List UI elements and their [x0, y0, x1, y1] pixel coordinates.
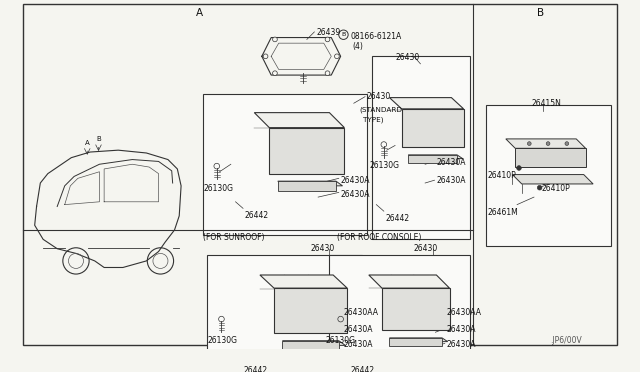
Bar: [330, 255, 470, 372]
Polygon shape: [408, 155, 463, 158]
Polygon shape: [408, 155, 457, 163]
Bar: [203, 94, 367, 235]
Bar: [372, 56, 470, 239]
Text: (FOR ROOF CONSOLE): (FOR ROOF CONSOLE): [337, 233, 421, 242]
Polygon shape: [278, 181, 342, 186]
Text: 26430: 26430: [310, 244, 335, 253]
Text: 26130G: 26130G: [204, 184, 234, 193]
Polygon shape: [515, 148, 586, 167]
Polygon shape: [274, 288, 348, 333]
Circle shape: [273, 71, 277, 76]
Text: 26430: 26430: [395, 52, 419, 61]
Text: A: A: [196, 7, 204, 17]
Text: 26442: 26442: [350, 366, 374, 372]
Circle shape: [263, 54, 268, 59]
Text: (4): (4): [352, 42, 363, 51]
Polygon shape: [269, 128, 344, 174]
Circle shape: [325, 71, 330, 76]
Circle shape: [565, 142, 569, 145]
Circle shape: [527, 142, 531, 145]
Text: 26442: 26442: [386, 214, 410, 223]
Circle shape: [335, 54, 339, 59]
Text: 26430A: 26430A: [447, 325, 476, 334]
Polygon shape: [506, 139, 586, 148]
Polygon shape: [382, 288, 449, 330]
Text: 26130G: 26130G: [326, 336, 356, 345]
Text: 26442: 26442: [245, 211, 269, 220]
Text: 26461M: 26461M: [487, 208, 518, 217]
Bar: [207, 255, 362, 372]
Text: 26430: 26430: [414, 244, 438, 253]
Circle shape: [325, 37, 330, 42]
Bar: [486, 105, 611, 246]
Text: TYPE): TYPE): [363, 116, 383, 123]
Text: 26430: 26430: [367, 92, 391, 101]
Polygon shape: [402, 109, 463, 147]
Circle shape: [537, 185, 542, 190]
Text: 26415N: 26415N: [531, 99, 561, 109]
Text: 26430AA: 26430AA: [447, 308, 482, 317]
Text: 26430A: 26430A: [436, 176, 466, 186]
Text: 08166-6121A: 08166-6121A: [350, 32, 401, 41]
Text: B: B: [96, 136, 101, 142]
Polygon shape: [369, 275, 449, 288]
Circle shape: [516, 166, 522, 170]
Text: 26130G: 26130G: [370, 161, 400, 170]
Polygon shape: [513, 174, 593, 184]
Text: 26410P: 26410P: [487, 171, 516, 180]
Text: (STANDARD: (STANDARD: [360, 106, 403, 113]
Circle shape: [273, 37, 277, 42]
Text: 26430A: 26430A: [340, 176, 370, 185]
Polygon shape: [278, 181, 336, 190]
Text: 26430A: 26430A: [447, 340, 476, 349]
Text: B: B: [341, 32, 346, 37]
Text: 26430AA: 26430AA: [344, 308, 378, 317]
Text: 26130G: 26130G: [207, 336, 237, 345]
Text: 26439: 26439: [316, 28, 340, 37]
Text: A: A: [85, 140, 90, 146]
Text: (FOR SUNROOF): (FOR SUNROOF): [203, 233, 264, 242]
Polygon shape: [390, 97, 463, 109]
Text: 26430A: 26430A: [344, 325, 373, 334]
Text: .JP6/00V: .JP6/00V: [550, 336, 582, 345]
Polygon shape: [390, 338, 447, 341]
Polygon shape: [254, 113, 344, 128]
Text: 26430A: 26430A: [340, 190, 370, 199]
Text: 26430A: 26430A: [344, 340, 373, 349]
Text: 26442: 26442: [243, 366, 267, 372]
Text: 26410P: 26410P: [541, 184, 570, 193]
Polygon shape: [390, 338, 442, 346]
Circle shape: [546, 142, 550, 145]
Text: 26430A: 26430A: [436, 158, 466, 167]
Polygon shape: [282, 341, 346, 345]
Polygon shape: [260, 275, 348, 288]
Text: B: B: [537, 7, 544, 17]
Polygon shape: [282, 341, 339, 350]
